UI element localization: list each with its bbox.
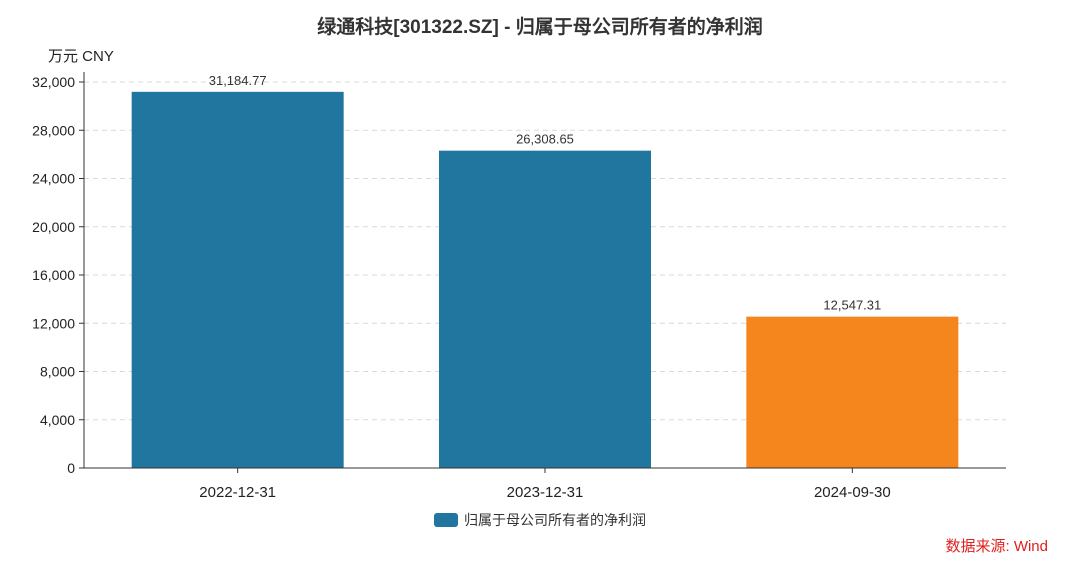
bar xyxy=(131,91,344,468)
chart-title: 绿通科技[301322.SZ] - 归属于母公司所有者的净利润 xyxy=(317,17,763,38)
y-tick-label: 20,000 xyxy=(32,219,75,235)
y-tick-label: 8,000 xyxy=(40,364,75,380)
legend-label: 归属于母公司所有者的净利润 xyxy=(464,512,646,528)
x-tick-label: 2024-09-30 xyxy=(814,484,891,501)
y-axis-unit-label: 万元 CNY xyxy=(48,48,114,65)
legend-swatch xyxy=(434,513,458,527)
legend[interactable]: 归属于母公司所有者的净利润 xyxy=(0,510,1080,530)
y-tick-label: 4,000 xyxy=(40,412,75,428)
x-tick-label: 2023-12-31 xyxy=(507,484,584,501)
bar xyxy=(746,316,959,468)
data-label: 12,547.31 xyxy=(823,298,881,313)
bar xyxy=(439,150,651,468)
y-tick-label: 28,000 xyxy=(32,122,75,138)
y-tick-label: 12,000 xyxy=(32,315,75,331)
data-label: 31,184.77 xyxy=(209,73,267,88)
data-label: 26,308.65 xyxy=(516,132,574,147)
x-tick-label: 2022-12-31 xyxy=(199,484,276,501)
data-source-note: 数据来源: Wind xyxy=(945,538,1048,555)
y-tick-label: 16,000 xyxy=(32,267,75,283)
y-tick-label: 32,000 xyxy=(32,74,75,90)
y-tick-label: 0 xyxy=(67,460,75,476)
y-tick-label: 24,000 xyxy=(32,171,75,187)
